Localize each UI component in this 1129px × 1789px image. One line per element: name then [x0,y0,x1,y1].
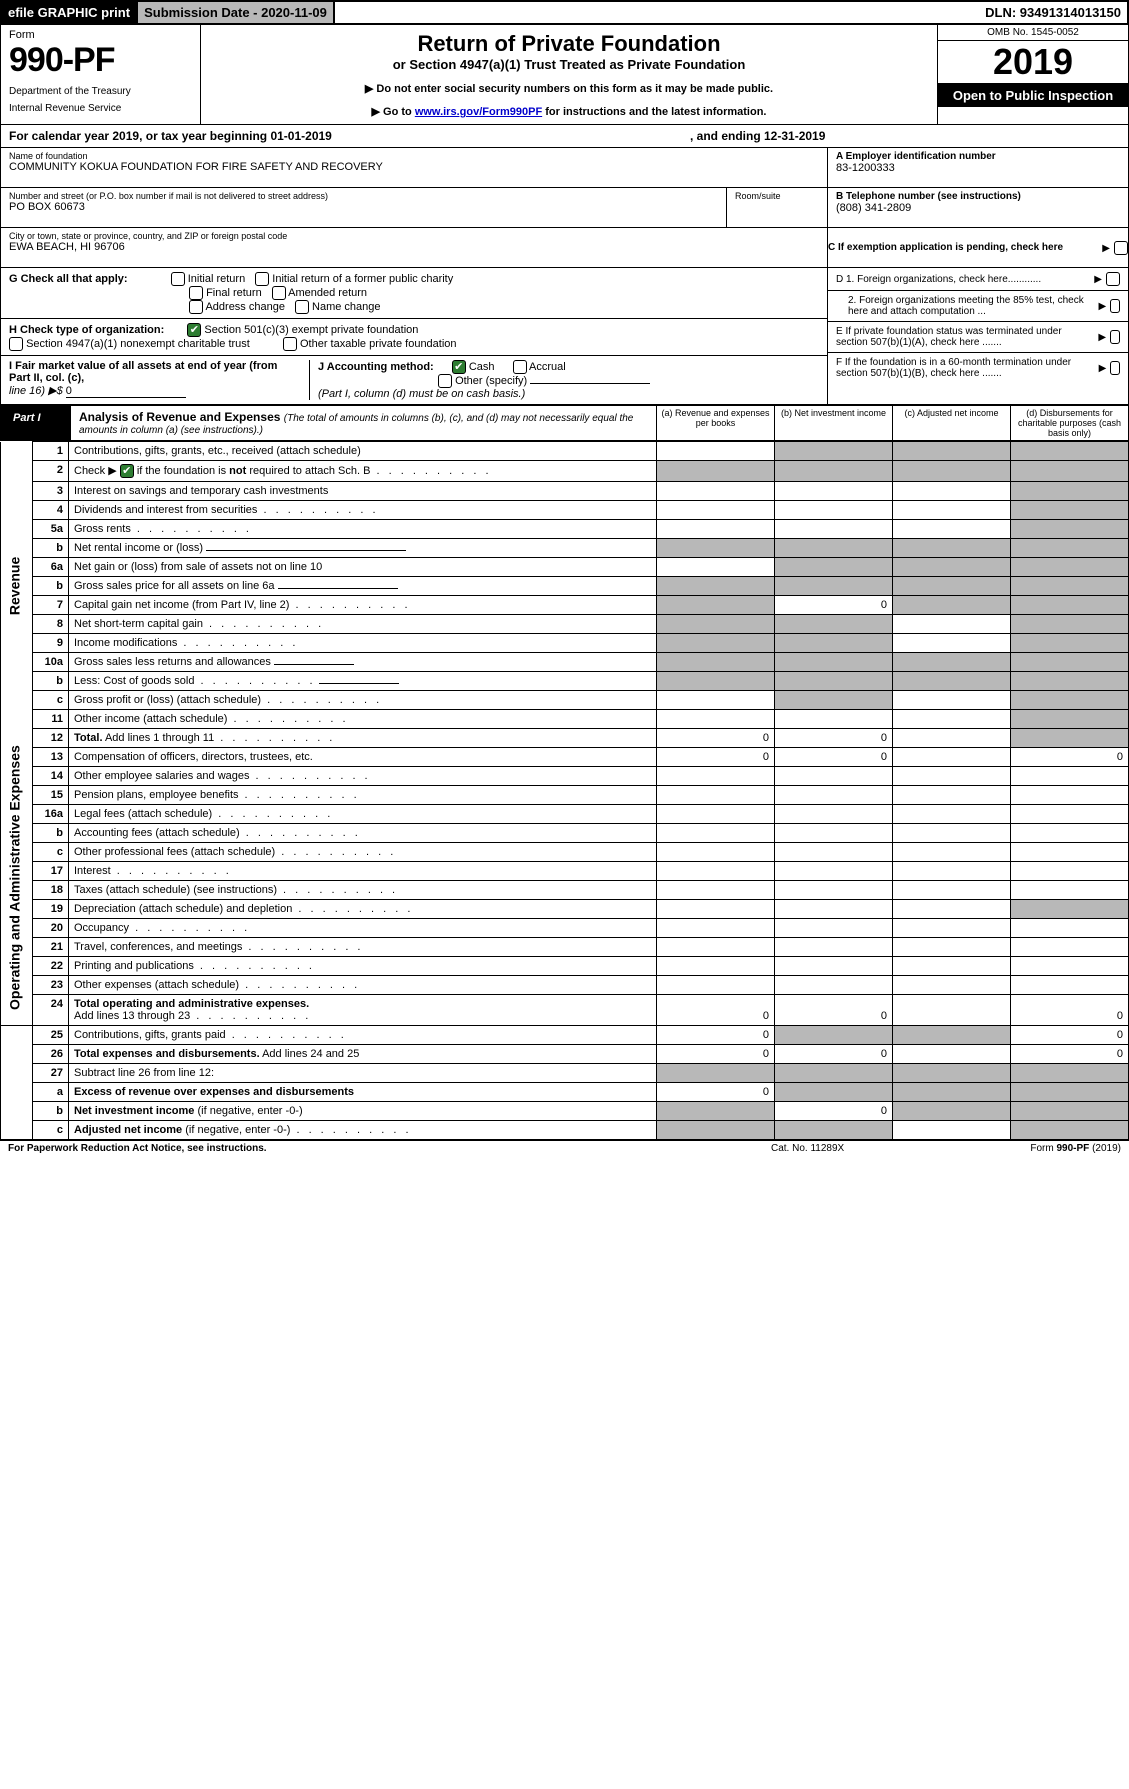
f-checkbox[interactable] [1110,361,1120,375]
form-ref: Form 990-PF (2019) [971,1143,1121,1154]
g-row: G Check all that apply: Initial return I… [1,268,827,319]
cat-no: Cat. No. 11289X [771,1143,971,1154]
omb-number: OMB No. 1545-0052 [938,25,1128,41]
city-value: EWA BEACH, HI 96706 [9,241,819,253]
h-row: H Check type of organization: Section 50… [1,319,827,356]
phone-label: B Telephone number (see instructions) [836,191,1120,202]
efile-badge: efile GRAPHIC print [2,2,138,23]
h-501c3-check[interactable] [187,323,201,337]
name-label: Name of foundation [9,151,819,161]
sch-b-check[interactable] [120,464,134,478]
addr-label: Number and street (or P.O. box number if… [9,191,718,201]
col-a-header: (a) Revenue and expenses per books [656,406,774,440]
dept-treasury: Department of the Treasury [9,86,192,97]
revenue-vlabel: Revenue [1,442,33,729]
g-initial-check[interactable] [171,272,185,286]
col-b-header: (b) Net investment income [774,406,892,440]
g-name-change-check[interactable] [295,300,309,314]
irs-label: Internal Revenue Service [9,103,192,114]
col-c-header: (c) Adjusted net income [892,406,1010,440]
e-checkbox[interactable] [1110,330,1120,344]
city-label: City or town, state or province, country… [9,231,819,241]
i-label: I Fair market value of all assets at end… [9,360,277,384]
g-amended-check[interactable] [272,286,286,300]
foundation-name: COMMUNITY KOKUA FOUNDATION FOR FIRE SAFE… [9,161,819,173]
basic-info: Name of foundation COMMUNITY KOKUA FOUND… [0,148,1129,268]
form-subtitle: or Section 4947(a)(1) Trust Treated as P… [209,57,929,72]
page-footer: For Paperwork Reduction Act Notice, see … [0,1140,1129,1156]
h-other-tax-check[interactable] [283,337,297,351]
paperwork-notice: For Paperwork Reduction Act Notice, see … [8,1143,771,1154]
mid-section: G Check all that apply: Initial return I… [0,268,1129,405]
form-label: Form [9,29,192,41]
ein-value: 83-1200333 [836,162,1120,174]
part1-tab: Part I [1,406,71,440]
addr-value: PO BOX 60673 [9,201,718,213]
form-number: 990-PF [9,41,192,80]
dln: DLN: 93491314013150 [979,2,1127,23]
j-accrual-check[interactable] [513,360,527,374]
col-d-header: (d) Disbursements for charitable purpose… [1010,406,1128,440]
expenses-vlabel: Operating and Administrative Expenses [1,729,33,1026]
part1-header: Part I Analysis of Revenue and Expenses … [0,405,1129,441]
j-cash-check[interactable] [452,360,466,374]
c-label: C If exemption application is pending, c… [828,242,1063,253]
h-4947-check[interactable] [9,337,23,351]
irs-link[interactable]: www.irs.gov/Form990PF [415,106,542,118]
calendar-year-row: For calendar year 2019, or tax year begi… [0,125,1129,148]
open-to-public: Open to Public Inspection [938,84,1128,107]
note-goto: Go to www.irs.gov/Form990PF for instruct… [209,105,929,118]
arrow-icon [1102,242,1110,254]
phone-value: (808) 341-2809 [836,202,1120,214]
room-label: Room/suite [735,191,819,201]
submission-date: Submission Date - 2020-11-09 [138,2,335,23]
d2-checkbox[interactable] [1110,299,1120,313]
ein-label: A Employer identification number [836,151,1120,162]
topbar: efile GRAPHIC print Submission Date - 20… [0,0,1129,25]
form-title: Return of Private Foundation [209,31,929,57]
g-initial-former-check[interactable] [255,272,269,286]
g-final-check[interactable] [189,286,203,300]
c-checkbox[interactable] [1114,241,1128,255]
j-other-check[interactable] [438,374,452,388]
g-addr-change-check[interactable] [189,300,203,314]
j-note: (Part I, column (d) must be on cash basi… [318,388,525,400]
note-ssn: Do not enter social security numbers on … [209,82,929,95]
form-header: Form 990-PF Department of the Treasury I… [0,25,1129,125]
i-value: 0 [66,385,186,398]
tax-year: 2019 [938,41,1128,84]
d1-checkbox[interactable] [1106,272,1120,286]
part1-table: Revenue 1Contributions, gifts, grants, e… [0,441,1129,1140]
